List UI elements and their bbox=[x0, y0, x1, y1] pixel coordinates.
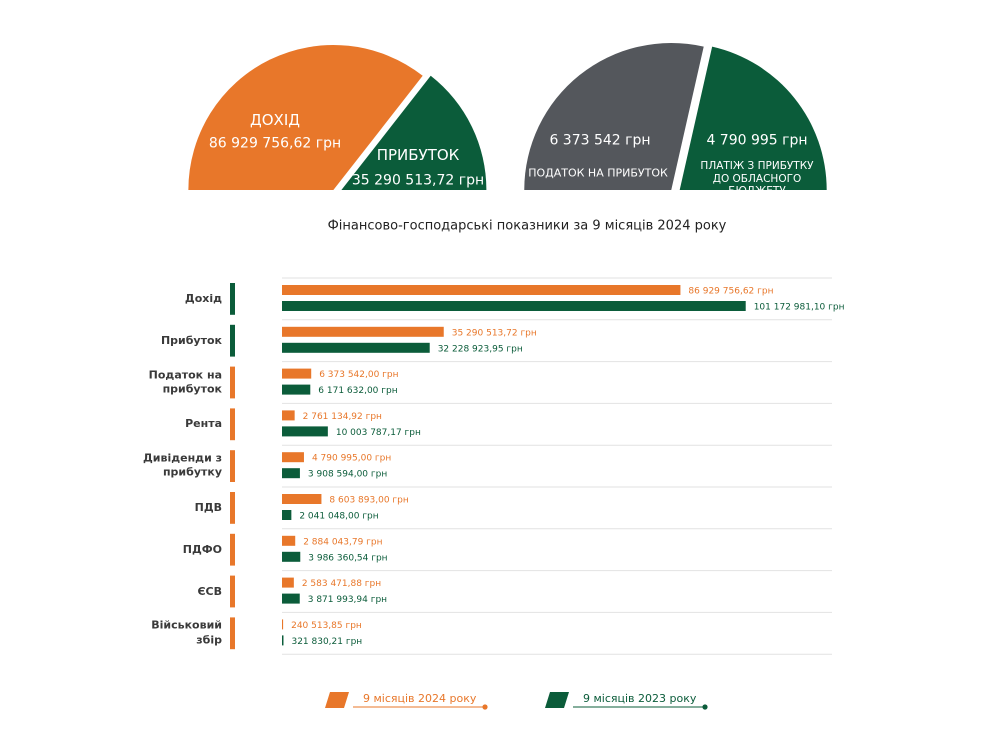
category-marker bbox=[230, 617, 235, 650]
category-marker bbox=[230, 450, 235, 482]
bar bbox=[282, 535, 296, 546]
bar bbox=[282, 326, 444, 337]
value-label: 6 373 542,00 грн bbox=[319, 370, 398, 380]
value-label: 8 603 893,00 грн bbox=[329, 496, 408, 506]
bar bbox=[282, 468, 300, 479]
value-label: 3 908 594,00 грн bbox=[308, 470, 387, 480]
pie-slice bbox=[679, 46, 827, 190]
value-label: 101 172 981,10 грн bbox=[754, 303, 845, 313]
bar bbox=[282, 384, 311, 395]
category-marker bbox=[230, 408, 235, 441]
category-label: Військовий збір bbox=[151, 619, 222, 647]
pie-slice bbox=[524, 43, 704, 191]
bar bbox=[282, 577, 294, 588]
legend-swatch bbox=[545, 692, 569, 708]
slice-value-label: 4 790 995 грн bbox=[706, 132, 808, 149]
slice-value-label: 86 929 756,62 грн bbox=[208, 135, 342, 152]
legend-label: 9 місяців 2024 року bbox=[363, 692, 477, 705]
pie-slice bbox=[341, 75, 487, 190]
bar bbox=[282, 619, 284, 630]
value-label: 32 228 923,95 грн bbox=[438, 344, 523, 354]
value-label: 2 761 134,92 грн bbox=[303, 412, 382, 422]
value-label: 86 929 756,62 грн bbox=[688, 287, 773, 297]
slice-label: ПРИБУТОК bbox=[376, 146, 460, 164]
bar bbox=[282, 301, 746, 311]
bar bbox=[282, 510, 292, 520]
value-label: 2 583 471,88 грн bbox=[302, 579, 381, 589]
bar bbox=[282, 635, 284, 646]
legend-dot bbox=[482, 704, 488, 710]
category-marker bbox=[230, 283, 235, 315]
bar bbox=[282, 410, 295, 421]
category-label: Податок на прибуток bbox=[148, 368, 222, 396]
value-label: 2 884 043,79 грн bbox=[303, 537, 382, 547]
bar bbox=[282, 426, 328, 437]
category-label: Дохід bbox=[184, 291, 222, 305]
slice-value-label: 35 290 513,72 грн bbox=[351, 172, 485, 189]
bar bbox=[282, 551, 301, 562]
category-marker bbox=[230, 533, 235, 566]
bar bbox=[282, 494, 322, 504]
slice-label: ДОХІД bbox=[250, 111, 300, 129]
category-label: Рента bbox=[185, 417, 222, 431]
bar bbox=[282, 342, 430, 353]
bar bbox=[282, 452, 304, 463]
category-label: Прибуток bbox=[160, 333, 222, 347]
category-label: ЄСВ bbox=[197, 584, 222, 598]
bar bbox=[282, 285, 681, 295]
value-label: 6 171 632,00 грн bbox=[318, 386, 397, 396]
value-label: 3 986 360,54 грн bbox=[308, 553, 387, 563]
bar bbox=[282, 593, 300, 604]
legend-dot bbox=[702, 704, 708, 710]
pie-slice bbox=[188, 44, 423, 191]
category-marker bbox=[230, 366, 235, 399]
value-label: 10 003 787,17 грн bbox=[336, 428, 421, 438]
value-label: 321 830,21 грн bbox=[291, 637, 362, 647]
slice-value-label: 6 373 542 грн bbox=[549, 132, 651, 149]
value-label: 2 041 048,00 грн bbox=[299, 512, 378, 522]
category-marker bbox=[230, 575, 235, 608]
chart-title: Фінансово-господарські показники за 9 мі… bbox=[328, 219, 727, 234]
category-label: ПДФО bbox=[182, 542, 222, 556]
legend-swatch bbox=[325, 692, 349, 708]
value-label: 35 290 513,72 грн bbox=[452, 328, 537, 338]
value-label: 240 513,85 грн bbox=[291, 621, 362, 631]
bar bbox=[282, 368, 312, 379]
category-label: Дивіденди з прибутку bbox=[143, 451, 222, 480]
slice-label: ПОДАТОК НА ПРИБУТОК bbox=[528, 166, 668, 180]
legend-label: 9 місяців 2023 року bbox=[583, 692, 697, 705]
slice-label: ПЛАТІЖ З ПРИБУТКУ ДО ОБЛАСНОГО БЮДЖЕТУ bbox=[700, 160, 814, 198]
category-marker bbox=[230, 324, 235, 357]
category-label: ПДВ bbox=[194, 500, 222, 514]
value-label: 4 790 995,00 грн bbox=[312, 454, 391, 464]
category-marker bbox=[230, 492, 235, 524]
value-label: 3 871 993,94 грн bbox=[308, 595, 387, 605]
